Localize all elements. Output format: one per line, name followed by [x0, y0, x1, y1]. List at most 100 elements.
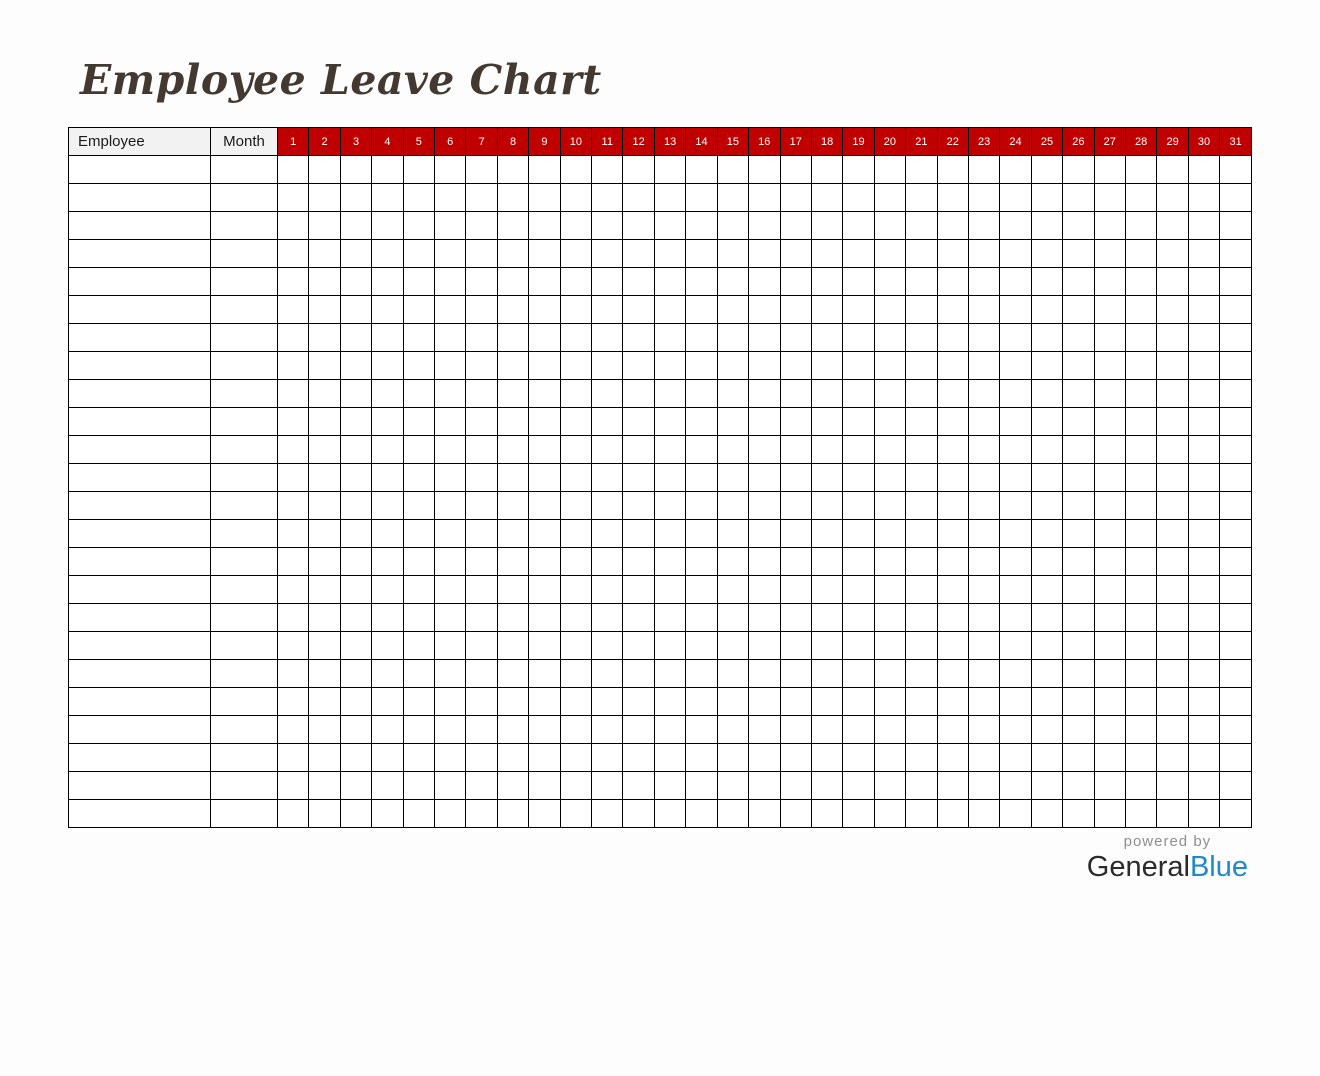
- day-cell: [402, 435, 436, 465]
- day-cell: [1030, 295, 1064, 325]
- day-cell: [1187, 267, 1221, 297]
- day-cell: [559, 211, 593, 241]
- day-cell: [748, 323, 781, 353]
- day-cell: [496, 267, 530, 297]
- month-cell: [210, 239, 278, 269]
- day-cell: [434, 407, 467, 437]
- day-cell: [591, 183, 624, 213]
- day-cell: [308, 435, 341, 465]
- day-cell: [371, 715, 404, 745]
- day-cell: [591, 463, 624, 493]
- day-cell: [339, 407, 373, 437]
- day-cell: [402, 239, 436, 269]
- day-cell: [559, 407, 593, 437]
- day-cell: [873, 687, 907, 717]
- day-cell: [1219, 659, 1252, 689]
- day-cell: [308, 519, 341, 549]
- month-cell: [210, 799, 278, 829]
- day-cell: [339, 435, 373, 465]
- day-cell: [716, 659, 750, 689]
- day-cell: [779, 463, 812, 493]
- day-cell: [1124, 547, 1158, 577]
- day-cell: [716, 183, 750, 213]
- day-cell: [1093, 435, 1126, 465]
- day-cell: [842, 435, 875, 465]
- day-cell: [842, 379, 875, 409]
- day-cell: [528, 351, 561, 381]
- day-cell: [559, 435, 593, 465]
- day-cell: [1156, 491, 1189, 521]
- day-cell: [653, 155, 687, 185]
- day-cell: [591, 239, 624, 269]
- employee-cell: [68, 491, 211, 521]
- day-cell: [308, 715, 341, 745]
- day-cell: [1156, 435, 1189, 465]
- day-cell: [308, 575, 341, 605]
- day-header-27: 27: [1093, 127, 1126, 157]
- day-cell: [528, 519, 561, 549]
- employee-cell: [68, 799, 211, 829]
- employee-cell: [68, 715, 211, 745]
- day-cell: [1030, 323, 1064, 353]
- day-cell: [873, 491, 907, 521]
- day-cell: [936, 407, 969, 437]
- day-cell: [1124, 155, 1158, 185]
- month-cell: [210, 295, 278, 325]
- day-cell: [999, 547, 1032, 577]
- day-cell: [465, 323, 498, 353]
- day-cell: [653, 715, 687, 745]
- day-cell: [528, 267, 561, 297]
- day-cell: [1124, 295, 1158, 325]
- day-cell: [905, 687, 938, 717]
- day-cell: [810, 799, 844, 829]
- day-cell: [810, 603, 844, 633]
- day-cell: [748, 603, 781, 633]
- day-cell: [1062, 239, 1095, 269]
- day-cell: [967, 267, 1001, 297]
- day-cell: [402, 743, 436, 773]
- day-cell: [685, 575, 718, 605]
- day-header-18: 18: [810, 127, 844, 157]
- day-cell: [402, 295, 436, 325]
- day-cell: [1062, 211, 1095, 241]
- day-cell: [967, 715, 1001, 745]
- day-cell: [716, 771, 750, 801]
- day-cell: [528, 435, 561, 465]
- day-cell: [1030, 239, 1064, 269]
- day-cell: [905, 519, 938, 549]
- day-cell: [465, 155, 498, 185]
- day-cell: [528, 463, 561, 493]
- day-cell: [1030, 575, 1064, 605]
- day-cell: [653, 491, 687, 521]
- day-header-16: 16: [748, 127, 781, 157]
- day-cell: [873, 295, 907, 325]
- day-cell: [308, 323, 341, 353]
- brand-block: powered by GeneralBlue: [1087, 834, 1252, 884]
- day-cell: [810, 435, 844, 465]
- day-cell: [528, 491, 561, 521]
- day-header-30: 30: [1187, 127, 1221, 157]
- day-cell: [308, 351, 341, 381]
- table-row: [68, 211, 1252, 241]
- day-cell: [842, 407, 875, 437]
- day-cell: [559, 743, 593, 773]
- day-cell: [1030, 659, 1064, 689]
- day-cell: [967, 743, 1001, 773]
- day-cell: [622, 659, 655, 689]
- day-cell: [276, 183, 310, 213]
- day-cell: [528, 603, 561, 633]
- day-cell: [1093, 295, 1126, 325]
- day-cell: [276, 491, 310, 521]
- day-cell: [591, 575, 624, 605]
- day-cell: [308, 463, 341, 493]
- day-cell: [559, 659, 593, 689]
- day-cell: [999, 351, 1032, 381]
- day-cell: [559, 687, 593, 717]
- day-cell: [1219, 771, 1252, 801]
- day-cell: [716, 631, 750, 661]
- employee-cell: [68, 463, 211, 493]
- day-cell: [402, 575, 436, 605]
- day-cell: [748, 771, 781, 801]
- day-cell: [1030, 743, 1064, 773]
- day-cell: [716, 323, 750, 353]
